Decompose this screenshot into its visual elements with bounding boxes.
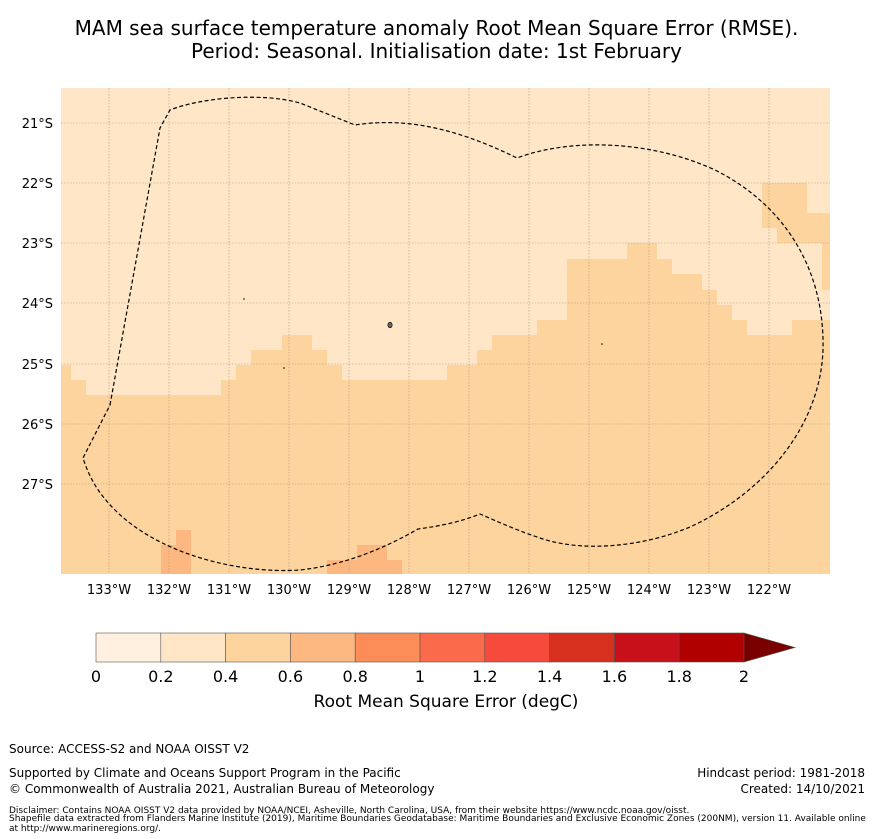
colorbar-tick: 0.8	[342, 667, 367, 686]
lat-label: 25°S	[22, 358, 53, 373]
rmse-region-0-4-0-6-ne	[762, 183, 830, 290]
island-small-1	[243, 298, 245, 300]
colorbar: 0 0.2 0.4 0.6 0.8 1 1.2 1.4 1.6 1.8 2	[91, 632, 797, 686]
colorbar-tick: 0.6	[278, 667, 303, 686]
colorbar-segment	[549, 632, 615, 663]
colorbar-segment	[484, 632, 550, 663]
lon-label: 130°W	[267, 583, 311, 598]
lon-label: 126°W	[507, 583, 551, 598]
disclaimer-line-1: Disclaimer: Contains NOAA OISST V2 data …	[9, 806, 690, 816]
island-large	[387, 321, 393, 329]
colorbar-tick: 1	[415, 667, 425, 686]
lon-label: 128°W	[387, 583, 431, 598]
lon-label: 127°W	[447, 583, 491, 598]
colorbar-segment	[290, 632, 356, 663]
map-title-line-2: Period: Seasonal. Initialisation date: 1…	[191, 39, 682, 63]
gridlines	[61, 88, 830, 574]
colorbar-segment	[614, 632, 680, 663]
colorbar-segment	[354, 632, 421, 663]
lat-label: 21°S	[22, 117, 53, 132]
source-text: Source: ACCESS-S2 and NOAA OISST V2	[9, 742, 250, 756]
lon-label: 129°W	[327, 583, 371, 598]
lat-label: 22°S	[22, 177, 53, 192]
colorbar-segment	[225, 632, 291, 663]
colorbar-tick: 0.2	[148, 667, 173, 686]
colorbar-tick: 1.8	[666, 667, 691, 686]
supported-text: Supported by Climate and Oceans Support …	[9, 766, 401, 780]
lon-label: 133°W	[87, 583, 131, 598]
lon-label: 125°W	[567, 583, 611, 598]
lat-label: 23°S	[22, 237, 53, 252]
lon-label: 132°W	[147, 583, 191, 598]
disclaimer-line-2: Shapefile data extracted from Flanders M…	[9, 814, 866, 834]
rmse-region-0-4-0-6	[61, 243, 830, 574]
eez-boundary	[82, 96, 824, 572]
colorbar-extend-arrow	[743, 632, 797, 663]
hindcast-period: Hindcast period: 1981-2018	[697, 766, 865, 780]
colorbar-tick: 1.2	[472, 667, 497, 686]
island-small-2	[283, 367, 285, 369]
rmse-region-0-6-0-8-a	[161, 530, 191, 574]
lat-label: 27°S	[22, 478, 53, 493]
colorbar-title: Root Mean Square Error (degC)	[313, 692, 579, 712]
lon-label: 123°W	[687, 583, 731, 598]
copyright-text: © Commonwealth of Australia 2021, Austra…	[9, 782, 435, 796]
colorbar-segment	[419, 632, 486, 663]
lon-label: 122°W	[747, 583, 791, 598]
colorbar-tick: 1.4	[537, 667, 562, 686]
created-date: Created: 14/10/2021	[740, 782, 865, 796]
map-title-line-1: MAM sea surface temperature anomaly Root…	[74, 16, 799, 40]
longitude-labels: 133°W 132°W 131°W 130°W 129°W 128°W 127°…	[87, 583, 791, 598]
colorbar-segment	[160, 632, 226, 663]
colorbar-tick: 0	[91, 667, 101, 686]
colorbar-tick: 0.4	[213, 667, 238, 686]
latitude-labels: 21°S 22°S 23°S 24°S 25°S 26°S 27°S	[22, 117, 53, 493]
colorbar-segment	[95, 632, 162, 663]
lat-label: 24°S	[22, 297, 53, 312]
rmse-region-0-6-0-8-b	[327, 545, 402, 574]
colorbar-segment	[678, 632, 745, 663]
lat-label: 26°S	[22, 418, 53, 433]
island-small-3	[601, 343, 603, 345]
lon-label: 131°W	[207, 583, 251, 598]
colorbar-tick: 1.6	[602, 667, 627, 686]
colorbar-tick: 2	[739, 667, 749, 686]
lon-label: 124°W	[627, 583, 671, 598]
